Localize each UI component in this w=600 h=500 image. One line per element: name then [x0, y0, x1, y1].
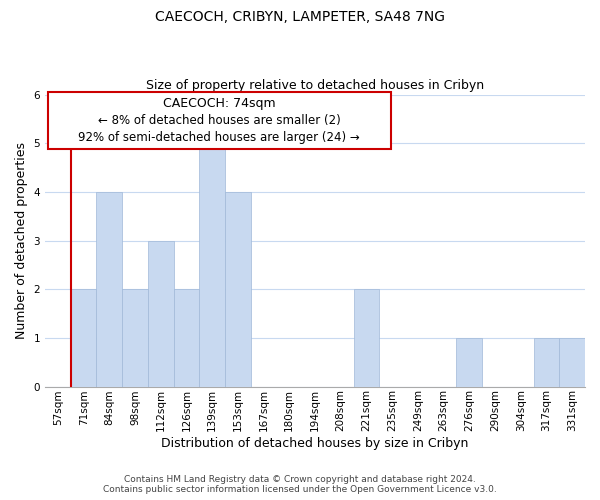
X-axis label: Distribution of detached houses by size in Cribyn: Distribution of detached houses by size …	[161, 437, 469, 450]
Text: Contains HM Land Registry data © Crown copyright and database right 2024.: Contains HM Land Registry data © Crown c…	[124, 474, 476, 484]
Text: Contains public sector information licensed under the Open Government Licence v3: Contains public sector information licen…	[103, 484, 497, 494]
Bar	[559, 338, 585, 386]
Text: 92% of semi-detached houses are larger (24) →: 92% of semi-detached houses are larger (…	[79, 130, 360, 143]
FancyBboxPatch shape	[48, 92, 391, 148]
Y-axis label: Number of detached properties: Number of detached properties	[15, 142, 28, 339]
Text: CAECOCH, CRIBYN, LAMPETER, SA48 7NG: CAECOCH, CRIBYN, LAMPETER, SA48 7NG	[155, 10, 445, 24]
Bar	[148, 240, 173, 386]
Bar	[173, 289, 199, 386]
Bar	[97, 192, 122, 386]
Bar	[457, 338, 482, 386]
Bar	[225, 192, 251, 386]
Title: Size of property relative to detached houses in Cribyn: Size of property relative to detached ho…	[146, 79, 484, 92]
Bar	[199, 143, 225, 386]
Text: CAECOCH: 74sqm: CAECOCH: 74sqm	[163, 96, 275, 110]
Bar	[353, 289, 379, 386]
Text: ← 8% of detached houses are smaller (2): ← 8% of detached houses are smaller (2)	[98, 114, 341, 126]
Bar	[122, 289, 148, 386]
Bar	[71, 289, 97, 386]
Bar	[533, 338, 559, 386]
